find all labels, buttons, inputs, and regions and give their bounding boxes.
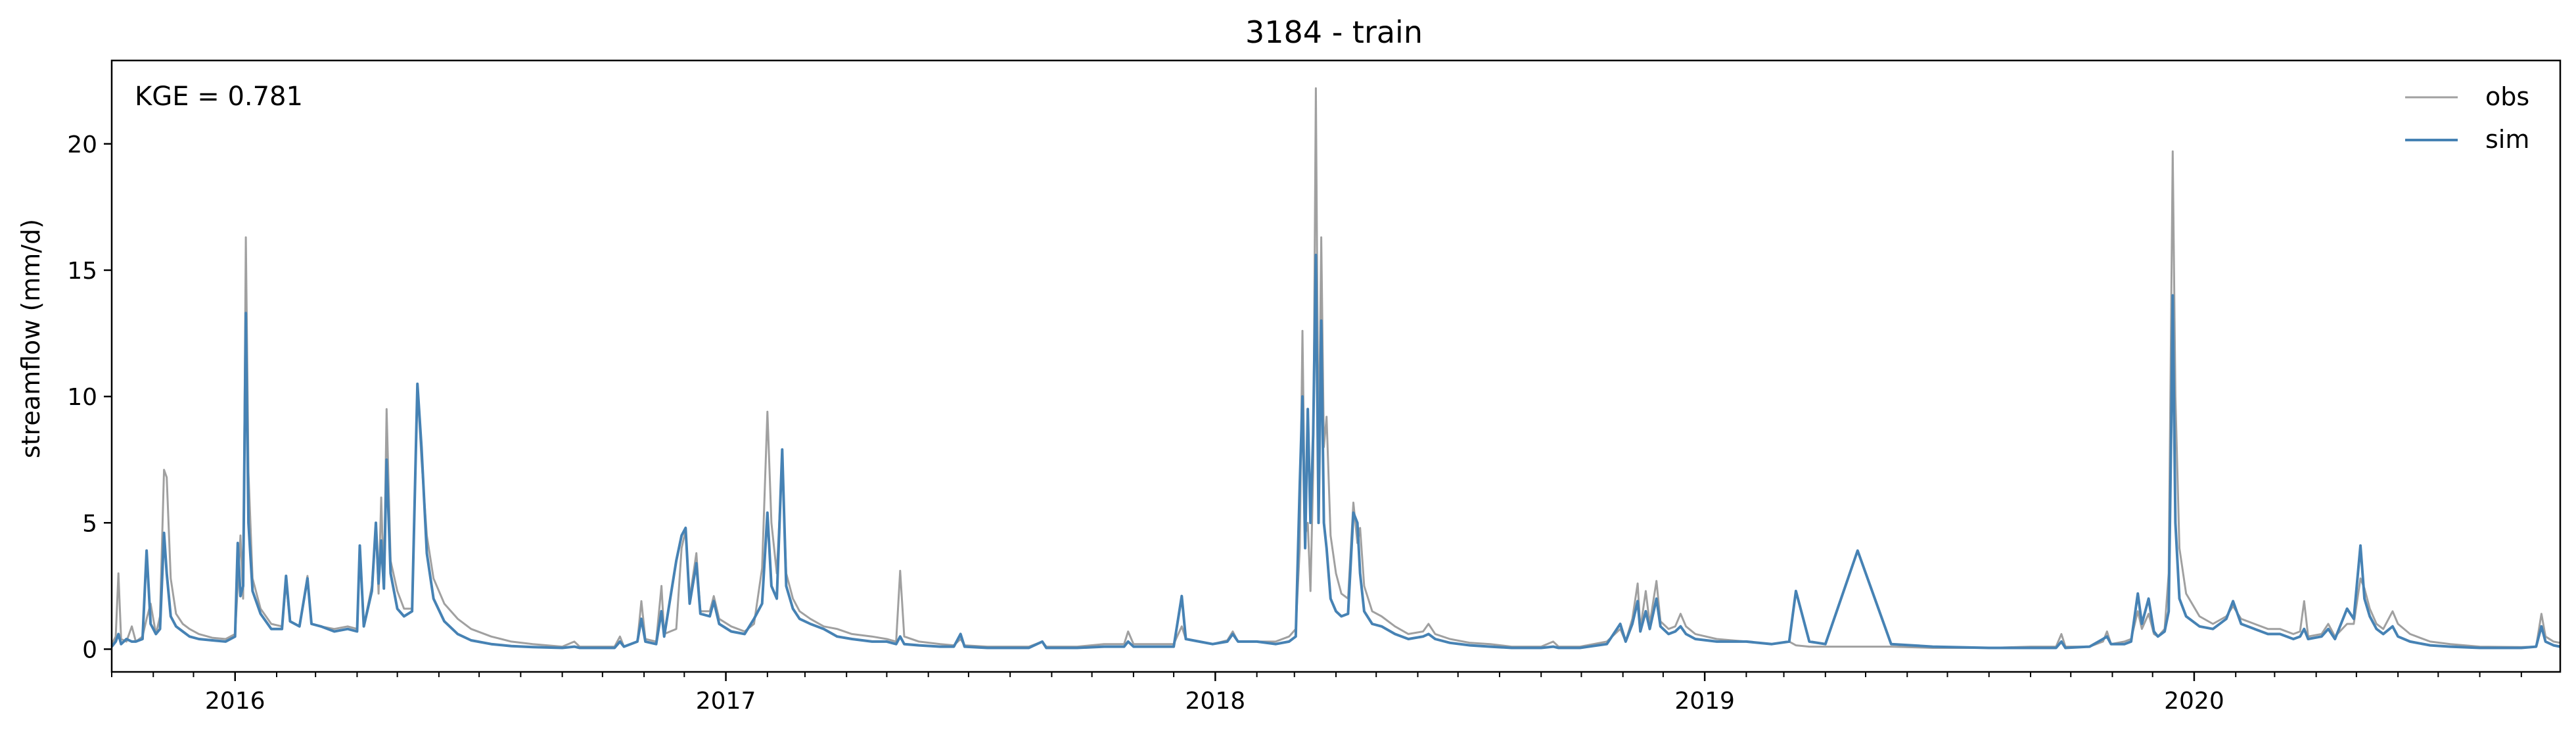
y-tick-label: 10: [67, 384, 97, 411]
series-line-sim: [110, 253, 2561, 650]
kge-annotation: KGE = 0.781: [135, 82, 303, 112]
x-tick-label: 2018: [1185, 688, 1246, 715]
y-tick-label: 0: [82, 636, 97, 663]
chart-title: 3184 - train: [1245, 14, 1423, 50]
y-tick-label: 5: [82, 510, 97, 537]
series-layer: [110, 87, 2561, 650]
x-axis-ticks: 2016 2017 2018 2019 2020: [111, 672, 2522, 715]
plot-area: 0 5 10 15 20 2016 2017 2018 2019 2020: [67, 59, 2562, 715]
y-tick-label: 15: [67, 258, 97, 285]
legend-label-sim: sim: [2485, 125, 2529, 154]
legend-label-obs: obs: [2485, 82, 2529, 111]
x-tick-label: 2017: [696, 688, 756, 715]
plot-frame: [110, 59, 2562, 673]
legend: obs sim: [2405, 82, 2529, 154]
y-axis-label: streamflow (mm/d): [16, 219, 45, 458]
y-tick-label: 20: [67, 131, 97, 158]
x-tick-label: 2019: [1674, 688, 1735, 715]
x-tick-label: 2020: [2164, 688, 2224, 715]
x-tick-label: 2016: [205, 688, 265, 715]
y-axis-ticks: 0 5 10 15 20: [67, 131, 112, 663]
